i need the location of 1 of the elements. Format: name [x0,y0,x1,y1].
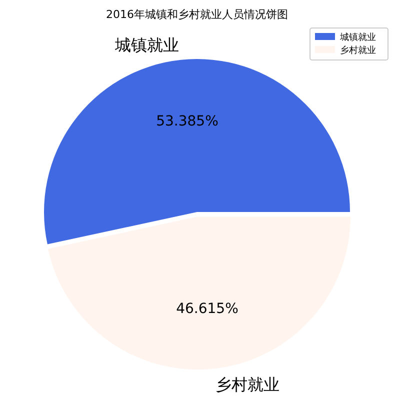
title: 2016年城镇和乡村就业人员情况饼图 [106,8,288,21]
